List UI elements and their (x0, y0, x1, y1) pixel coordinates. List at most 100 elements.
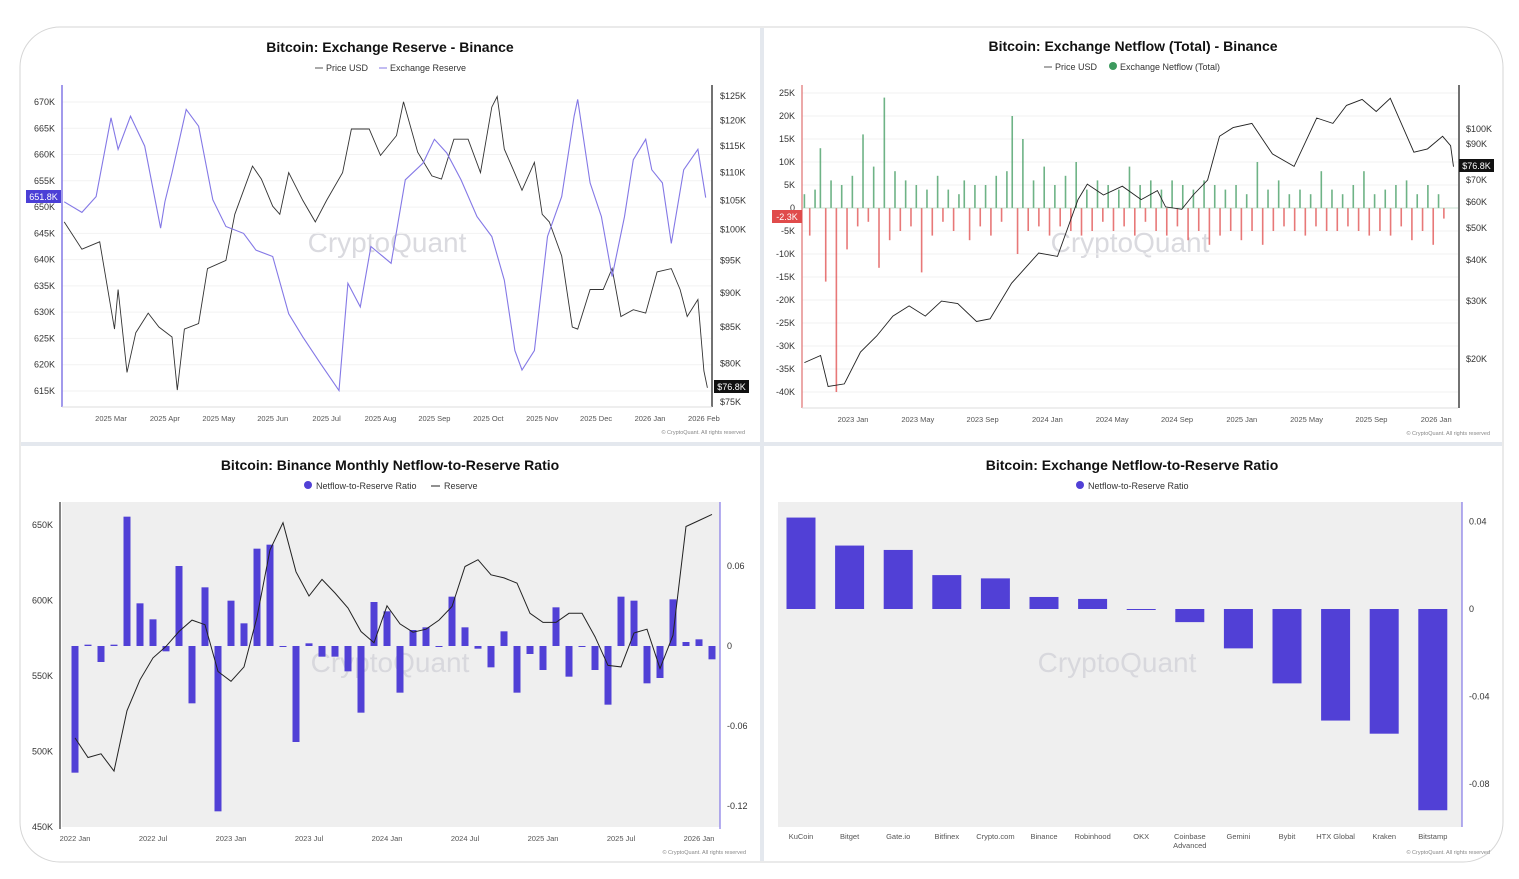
netflow-inflow-bar (936, 175, 939, 208)
legend-ratio[interactable]: Netflow-to-Reserve Ratio (316, 481, 417, 491)
netflow-outflow-bar (1016, 208, 1019, 254)
netflow-inflow-bar (1331, 189, 1333, 208)
y-right-tick-label: $90K (1466, 139, 1487, 149)
watermark: CryptoQuant (308, 227, 467, 258)
y-left-tick-label: 640K (34, 255, 55, 265)
current-netflow-badge (772, 210, 802, 223)
y-right-tick-label: $105K (720, 195, 746, 205)
y-right-tick-label: -0.06 (727, 721, 748, 731)
netflow-outflow-bar (1165, 208, 1168, 236)
current-reserve-badge (26, 190, 61, 203)
copyright: © CryptoQuant. All rights reserved (662, 849, 746, 856)
current-price-badge (1459, 159, 1494, 172)
ratio-bar (1078, 598, 1108, 609)
netflow-inflow-bar (1107, 185, 1109, 208)
y-left-tick-label: 25K (779, 88, 795, 98)
netflow-outflow-bar (1347, 208, 1349, 227)
netflow-outflow-bar (1443, 208, 1445, 219)
netflow-inflow-bar (1128, 166, 1131, 208)
copyright: © CryptoQuant. All rights reserved (1406, 430, 1490, 437)
netflow-inflow-bar (830, 180, 832, 208)
netflow-inflow-bar (1118, 189, 1120, 208)
ratio-bar (552, 607, 560, 646)
x-tick-label: 2025 Jun (257, 414, 288, 423)
netflow-outflow-bar (1176, 208, 1179, 227)
x-category-label: Crypto.com (976, 832, 1014, 841)
ratio-bar (617, 596, 625, 646)
x-tick-label: 2025 Aug (365, 414, 397, 423)
chart-title: Bitcoin: Binance Monthly Netflow-to-Rese… (221, 457, 559, 473)
ratio-bar (656, 646, 664, 678)
x-tick-label: 2022 Jan (60, 834, 91, 843)
netflow-outflow-bar (990, 208, 992, 236)
y-left-tick-label: 650K (32, 520, 53, 530)
y-left-tick-label: -40K (776, 387, 795, 397)
netflow-inflow-bar (1437, 194, 1440, 208)
netflow-inflow-bar (814, 189, 816, 208)
x-tick-label: 2025 May (202, 414, 235, 423)
current-price-badge (714, 380, 749, 393)
ratio-bar (883, 549, 913, 609)
x-category-label: Bitget (840, 832, 860, 841)
ratio-bar (1272, 609, 1302, 684)
ratio-bar (240, 623, 248, 646)
netflow-outflow-bar (910, 208, 912, 227)
netflow-inflow-bar (1416, 194, 1419, 208)
netflow-inflow-bar (1022, 139, 1024, 208)
netflow-outflow-bar (1240, 208, 1243, 241)
x-tick-label: 2025 Sep (1355, 415, 1387, 424)
ratio-bar (175, 566, 183, 646)
legend-reserve[interactable]: Reserve (444, 481, 478, 491)
y-left-tick-label: -30K (776, 341, 795, 351)
ratio-bar (708, 646, 716, 660)
netflow-inflow-bar (1006, 171, 1008, 208)
x-tick-label: 2024 Jan (372, 834, 403, 843)
netflow-outflow-bar (968, 208, 971, 241)
ratio-bar (357, 646, 365, 713)
legend-price[interactable]: Price USD (1055, 62, 1098, 72)
legend-reserve[interactable]: Exchange Reserve (390, 63, 466, 73)
x-tick-label: 2025 Nov (526, 414, 558, 423)
x-tick-label: 2025 May (1290, 415, 1323, 424)
netflow-outflow-bar (1197, 208, 1200, 231)
netflow-outflow-bar (1336, 208, 1339, 231)
copyright: © CryptoQuant. All rights reserved (1406, 849, 1490, 856)
ratio-bar (188, 646, 196, 704)
ratio-bar (565, 646, 573, 677)
netflow-outflow-bar (1432, 208, 1435, 245)
x-tick-label: 2025 Jul (312, 414, 341, 423)
legend-netflow[interactable]: Exchange Netflow (Total) (1120, 62, 1220, 72)
netflow-outflow-bar (878, 208, 880, 268)
netflow-outflow-bar (867, 208, 870, 222)
legend-ratio-dot (1076, 481, 1084, 489)
netflow-inflow-bar (1384, 189, 1387, 208)
ratio-bar (513, 646, 521, 693)
y-left-tick-label: 645K (34, 228, 55, 238)
x-tick-label: 2023 May (901, 415, 934, 424)
netflow-outflow-bar (1144, 208, 1147, 222)
netflow-inflow-bar (1203, 180, 1205, 208)
y-right-tick-label: $90K (720, 288, 741, 298)
netflow-outflow-bar (899, 208, 902, 231)
netflow-outflow-bar (1000, 208, 1003, 222)
netflow-inflow-bar (1309, 194, 1312, 208)
legend-ratio[interactable]: Netflow-to-Reserve Ratio (1088, 481, 1189, 491)
netflow-inflow-bar (1032, 180, 1035, 208)
watermark: CryptoQuant (1038, 647, 1197, 678)
ratio-bar (1321, 609, 1351, 721)
exchange-reserve-line (63, 99, 707, 393)
netflow-outflow-bar (835, 208, 838, 392)
y-right-tick-label: 0.06 (727, 561, 745, 571)
legend-price[interactable]: Price USD (326, 63, 369, 73)
netflow-outflow-bar (1059, 208, 1061, 227)
netflow-inflow-bar (1224, 189, 1227, 208)
ratio-bar (253, 548, 261, 646)
y-right-tick-label: $100K (1466, 124, 1492, 134)
x-tick-label: 2024 May (1096, 415, 1129, 424)
ratio-bar (110, 644, 118, 646)
current-price-label: $76.8K (717, 382, 746, 392)
y-left-tick-label: -20K (776, 295, 795, 305)
ratio-bar (136, 603, 144, 646)
y-right-tick-label: $100K (720, 225, 746, 235)
y-left-tick-label: 20K (779, 111, 795, 121)
